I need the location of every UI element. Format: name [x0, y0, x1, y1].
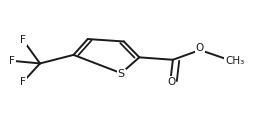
Text: S: S: [118, 69, 125, 79]
Text: O: O: [167, 77, 176, 87]
Text: CH₃: CH₃: [225, 56, 244, 66]
Text: F: F: [9, 56, 15, 66]
Text: F: F: [20, 35, 26, 45]
Text: F: F: [20, 77, 26, 87]
Text: O: O: [196, 43, 204, 53]
